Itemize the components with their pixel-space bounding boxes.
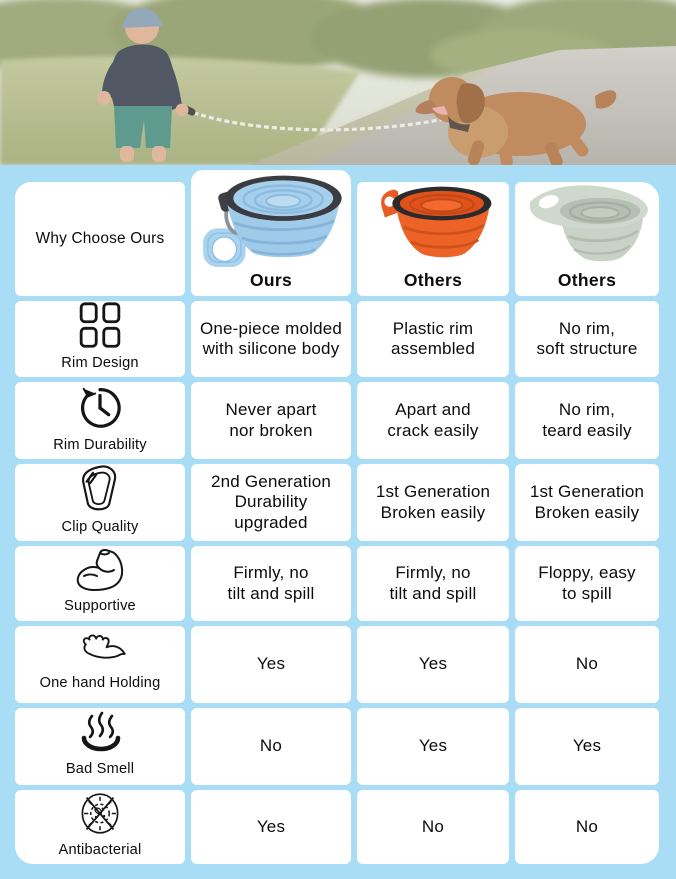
cell-text: Firmly, no tilt and spill — [227, 563, 315, 603]
cell-antibacterial-others2: No — [515, 790, 659, 864]
row-label-rim-design: Rim Design — [15, 301, 185, 377]
cell-text: 2nd Generation Durability upgraded — [211, 472, 331, 532]
cell-text: No — [421, 816, 445, 836]
cell-text: 1st Generation Broken easily — [529, 482, 645, 522]
cell-rim-design-others2: No rim, soft structure — [515, 301, 659, 377]
photo-dog — [415, 77, 617, 165]
cell-text: Plastic rim assembled — [390, 318, 475, 358]
header-column-others-2: Others — [515, 182, 659, 296]
cell-text: No — [575, 654, 599, 674]
column-label-others-2: Others — [557, 270, 617, 290]
photo-leash-chain — [185, 108, 449, 132]
photo-boy — [97, 7, 189, 162]
hero-photo-boy-walking-dog — [0, 0, 676, 165]
comparison-table: Why Choose Ours Ours — [15, 170, 661, 864]
cell-text: Firmly, no tilt and spill — [389, 563, 477, 603]
cell-text: Apart and crack easily — [387, 400, 479, 440]
open-hand-icon — [82, 634, 126, 659]
cell-bad-smell-others2: Yes — [515, 708, 659, 785]
cell-text: No rim, teard easily — [542, 400, 632, 440]
carabiner-icon — [82, 465, 117, 511]
row-label-text: Rim Durability — [53, 437, 147, 453]
column-label-others-1: Others — [403, 270, 463, 290]
photo-haze-overlay — [0, 0, 676, 165]
cell-antibacterial-ours: Yes — [191, 790, 351, 864]
cell-rim-design-ours: One-piece molded with silicone body — [191, 301, 351, 377]
cell-text: Yes — [572, 736, 602, 756]
row-label-bad-smell: Bad Smell — [15, 708, 185, 785]
grid-icon — [79, 302, 121, 348]
cell-text: Never apart nor broken — [225, 400, 317, 440]
cell-one-hand-others2: No — [515, 626, 659, 703]
row-label-text: Rim Design — [61, 355, 139, 371]
row-label-supportive: Supportive — [15, 546, 185, 621]
cell-supportive-others1: Firmly, no tilt and spill — [357, 546, 509, 621]
orange-bowl-image — [381, 186, 492, 258]
cell-one-hand-others1: Yes — [357, 626, 509, 703]
blue-bowl-image — [203, 175, 342, 268]
row-label-text: Bad Smell — [65, 761, 135, 777]
no-bacteria-icon — [81, 793, 119, 834]
header-column-ours: Ours — [191, 170, 351, 296]
cell-clip-quality-others1: 1st Generation Broken easily — [357, 464, 509, 541]
row-label-text: Supportive — [64, 598, 136, 614]
cell-text: No rim, soft structure — [536, 318, 638, 358]
cell-antibacterial-others1: No — [357, 790, 509, 864]
header-column-others-1: Others — [357, 182, 509, 296]
cell-text: Yes — [418, 654, 448, 674]
muscle-arm-icon — [76, 548, 124, 591]
row-label-one-hand-holding: One hand Holding — [15, 626, 185, 703]
cell-bad-smell-ours: No — [191, 708, 351, 785]
row-label-text: Antibacterial — [58, 842, 142, 858]
cell-clip-quality-others2: 1st Generation Broken easily — [515, 464, 659, 541]
cell-supportive-others2: Floppy, easy to spill — [515, 546, 659, 621]
cell-one-hand-ours: Yes — [191, 626, 351, 703]
history-clock-icon — [80, 387, 121, 428]
cell-bad-smell-others1: Yes — [357, 708, 509, 785]
cell-rim-design-others1: Plastic rim assembled — [357, 301, 509, 377]
header-label-text: Why Choose Ours — [35, 230, 165, 247]
cell-supportive-ours: Firmly, no tilt and spill — [191, 546, 351, 621]
row-label-rim-durability: Rim Durability — [15, 382, 185, 459]
gray-bowl-image — [529, 185, 648, 262]
cell-text: No — [259, 736, 283, 756]
row-label-clip-quality: Clip Quality — [15, 464, 185, 541]
cell-text: Yes — [256, 816, 286, 836]
cell-text: 1st Generation Broken easily — [375, 482, 491, 522]
row-label-antibacterial: Antibacterial — [15, 790, 185, 864]
cell-text: Floppy, easy to spill — [538, 563, 636, 603]
column-label-ours: Ours — [249, 270, 293, 290]
cell-text: Yes — [418, 736, 448, 756]
cell-text: Yes — [256, 654, 286, 674]
header-why-choose-ours: Why Choose Ours — [15, 182, 185, 296]
row-label-text: Clip Quality — [61, 519, 139, 535]
row-label-text: One hand Holding — [39, 675, 161, 691]
cell-text: One-piece molded with silicone body — [199, 318, 343, 358]
cell-text: No — [575, 816, 599, 836]
cell-clip-quality-ours: 2nd Generation Durability upgraded — [191, 464, 351, 541]
cell-rim-durability-others1: Apart and crack easily — [357, 382, 509, 459]
steam-smell-icon — [81, 711, 121, 752]
cell-rim-durability-ours: Never apart nor broken — [191, 382, 351, 459]
cell-rim-durability-others2: No rim, teard easily — [515, 382, 659, 459]
